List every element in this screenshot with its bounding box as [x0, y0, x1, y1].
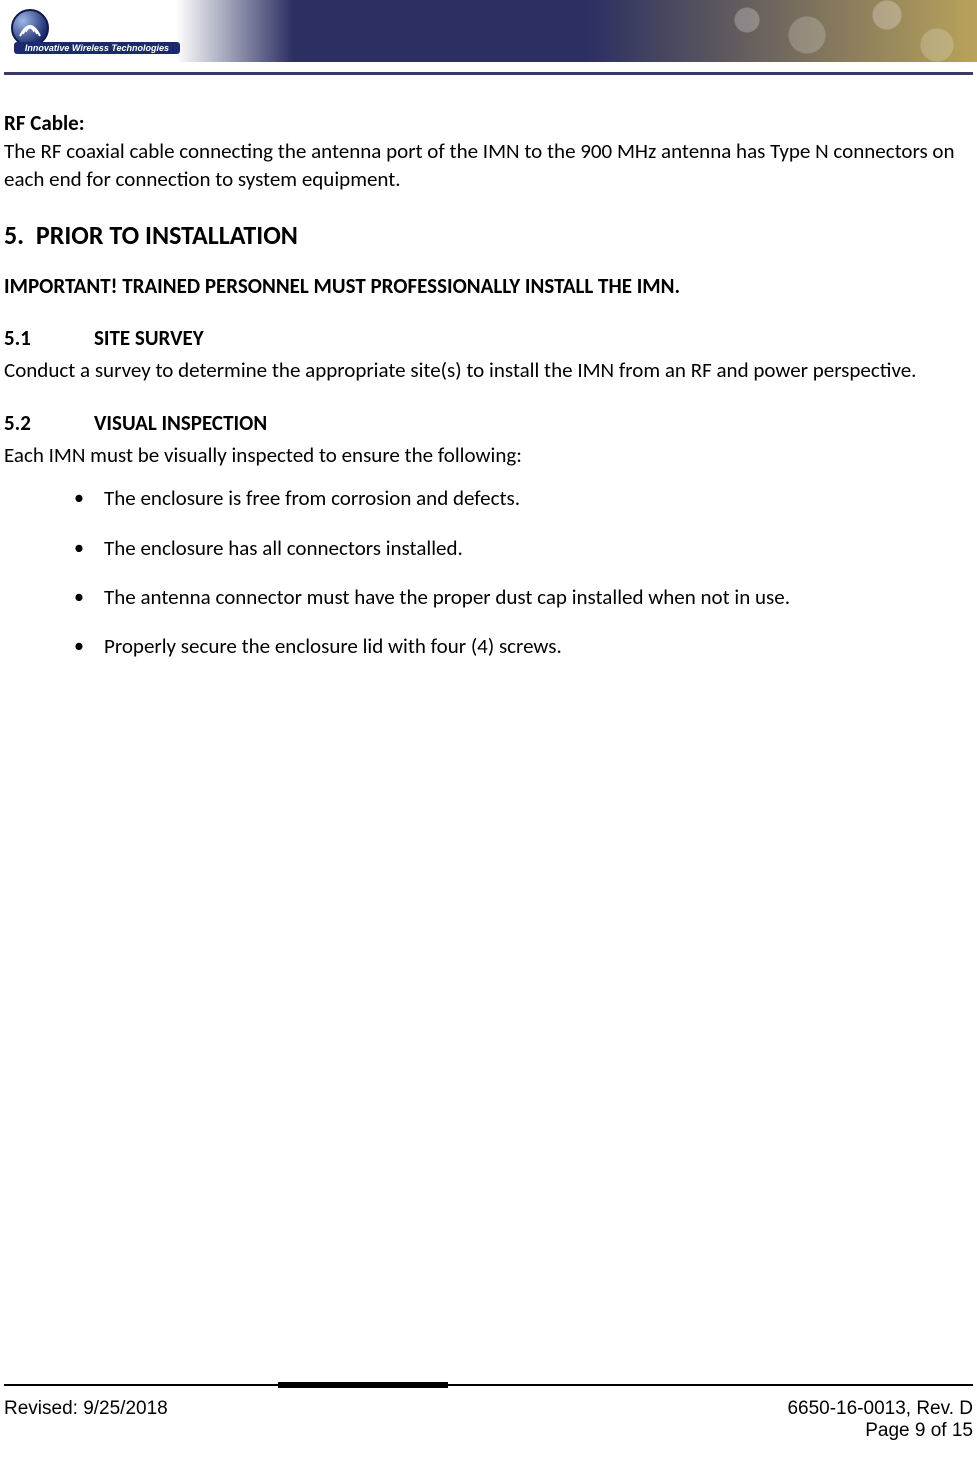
- subsection-5-2-number: 5.2: [4, 410, 94, 436]
- content-area: RF Cable: The RF coaxial cable connectin…: [4, 110, 964, 683]
- section-number: 5.: [4, 219, 24, 251]
- rf-cable-label: RF Cable:: [4, 110, 964, 136]
- section-title: PRIOR TO INSTALLATION: [36, 219, 298, 251]
- page: Innovative Wireless Technologies RF Cabl…: [0, 0, 977, 1472]
- header-rule: [4, 72, 973, 75]
- list-item: Properly secure the enclosure lid with f…: [4, 633, 964, 660]
- footer-revised: Revised: 9/25/2018: [4, 1398, 168, 1442]
- subsection-5-2-text: Each IMN must be visually inspected to e…: [4, 442, 964, 469]
- footer-docnum: 6650-16-0013, Rev. D: [787, 1398, 973, 1420]
- page-footer: Revised: 9/25/2018 6650-16-0013, Rev. D …: [4, 1398, 973, 1442]
- section-heading: 5. PRIOR TO INSTALLATION: [4, 219, 964, 251]
- footer-right: 6650-16-0013, Rev. D Page 9 of 15: [787, 1398, 973, 1442]
- list-item: The antenna connector must have the prop…: [4, 584, 964, 611]
- subsection-5-1-text: Conduct a survey to determine the approp…: [4, 357, 964, 384]
- subsection-5-2-title: VISUAL INSPECTION: [94, 410, 267, 436]
- subsection-5-1-heading: 5.1SITE SURVEY: [4, 325, 964, 351]
- list-item: The enclosure has all connectors install…: [4, 535, 964, 562]
- logo-text: Innovative Wireless Technologies: [25, 43, 169, 53]
- subsection-5-1-title: SITE SURVEY: [94, 325, 204, 351]
- list-item: The enclosure is free from corrosion and…: [4, 485, 964, 512]
- footer-page: Page 9 of 15: [787, 1420, 973, 1442]
- subsection-5-1-number: 5.1: [4, 325, 94, 351]
- inspection-list: The enclosure is free from corrosion and…: [4, 485, 964, 660]
- footer-rule: [4, 1384, 973, 1386]
- company-logo: Innovative Wireless Technologies: [8, 6, 184, 54]
- subsection-5-2-heading: 5.2VISUAL INSPECTION: [4, 410, 964, 436]
- rf-cable-text: The RF coaxial cable connecting the ante…: [4, 138, 964, 193]
- important-notice: IMPORTANT! TRAINED PERSONNEL MUST PROFES…: [4, 273, 964, 299]
